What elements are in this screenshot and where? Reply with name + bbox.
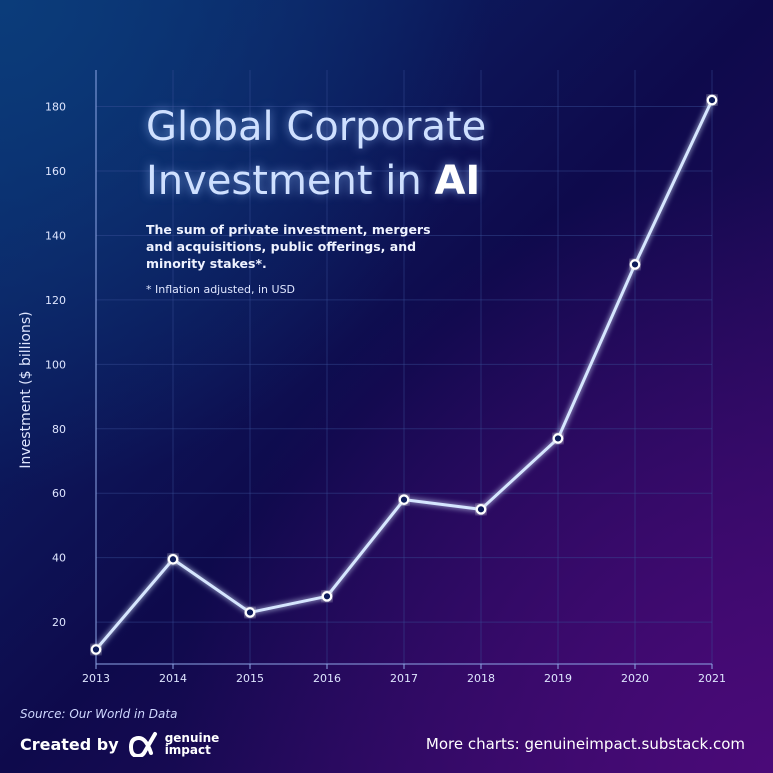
brand-line-2: impact: [164, 743, 211, 757]
y-tick-label: 140: [45, 229, 66, 242]
title-line-2: Investment in AI: [146, 154, 566, 208]
data-point-2016: [321, 591, 333, 602]
y-tick-labels: 20 40 60 80 100 120 140 160 180: [45, 101, 66, 630]
chart-note: * Inflation adjusted, in USD: [146, 283, 296, 296]
y-axis-label: Investment ($ billions): [18, 311, 34, 468]
y-tick-label: 160: [45, 165, 66, 178]
y-tick-label: 80: [52, 423, 66, 436]
y-tick-label: 60: [52, 487, 66, 500]
x-tick-label: 2020: [621, 672, 649, 685]
created-by-label: Created by: [20, 734, 119, 754]
brand-line-1: genuine: [164, 731, 220, 745]
created-by: Created by genuine impact: [20, 729, 219, 759]
y-tick-label: 40: [52, 552, 66, 565]
x-tick-label: 2017: [390, 672, 418, 685]
axes: [95, 70, 713, 669]
data-point-2018: [475, 504, 487, 515]
x-tick-label: 2016: [313, 672, 341, 685]
chart-title: Global Corporate Investment in AI: [146, 100, 566, 208]
grid: [95, 70, 713, 664]
data-point-2019: [552, 433, 564, 444]
more-charts-link[interactable]: More charts: genuineimpact.substack.com: [425, 735, 745, 753]
source-label: Source: Our World in Data: [20, 707, 178, 721]
chart-subtitle: The sum of private investment, mergers a…: [146, 222, 431, 271]
title-highlight: AI: [434, 158, 481, 204]
x-tick-label: 2021: [698, 672, 726, 685]
title-line-1: Global Corporate: [146, 104, 487, 150]
data-point-2013: [90, 644, 102, 655]
brand-name: genuine impact: [165, 732, 220, 756]
y-tick-label: 120: [45, 294, 66, 307]
x-tick-label: 2018: [467, 672, 495, 685]
x-tick-labels: 2013 2014 2015 2016 2017 2018 2019 2020 2021: [82, 672, 726, 685]
x-tick-label: 2015: [236, 672, 264, 685]
data-point-2014: [167, 553, 179, 565]
data-point-2015: [244, 607, 256, 618]
data-point-2017: [398, 494, 410, 505]
data-points: [90, 94, 718, 655]
x-tick-label: 2013: [82, 672, 110, 685]
x-tick-label: 2019: [544, 672, 572, 685]
title-line-2-prefix: Investment in: [146, 158, 422, 204]
genuine-impact-logo-icon: [128, 732, 157, 757]
y-tick-label: 180: [45, 101, 66, 114]
x-tick-label: 2014: [159, 672, 187, 685]
y-tick-label: 100: [45, 358, 66, 371]
data-point-2020: [629, 259, 641, 270]
data-point-2021: [706, 94, 718, 106]
y-tick-label: 20: [52, 616, 66, 629]
